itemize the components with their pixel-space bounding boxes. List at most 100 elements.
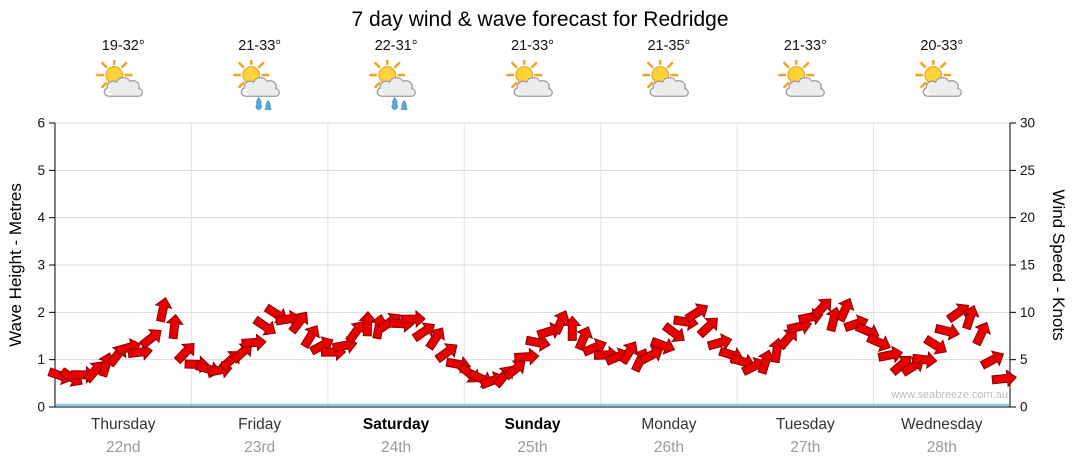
day-column: 21-33° xyxy=(463,38,603,112)
wind-arrow xyxy=(706,333,733,351)
svg-text:5: 5 xyxy=(37,163,45,178)
wind-arrow xyxy=(835,297,855,323)
wind-arrow xyxy=(70,365,97,384)
wind-arrow xyxy=(889,355,912,377)
wind-arrow xyxy=(252,315,276,336)
svg-text:5: 5 xyxy=(1020,352,1028,367)
wind-arrow xyxy=(563,315,582,341)
day-name: Sunday xyxy=(504,416,561,433)
wind-arrow xyxy=(370,313,389,340)
cloud xyxy=(786,77,826,97)
h-gridlines xyxy=(55,122,1010,361)
wind-arrow xyxy=(797,307,824,326)
wind-arrow xyxy=(866,333,891,352)
wind-arrow xyxy=(320,342,347,362)
day-date: 27th xyxy=(790,439,821,456)
day-date: 25th xyxy=(517,439,548,456)
sun-cloud-icon xyxy=(778,60,826,97)
temp-range: 22-31° xyxy=(374,38,418,54)
wind-arrow xyxy=(536,321,562,340)
wind-arrow xyxy=(945,303,970,324)
page-title: 7 day wind & wave forecast for Redridge xyxy=(351,8,729,31)
day-column: 21-35° xyxy=(599,38,739,112)
wind-arrow xyxy=(911,350,938,370)
wind-arrow xyxy=(514,347,540,366)
rain-drops xyxy=(391,97,408,110)
wind-arrow xyxy=(661,322,685,343)
svg-text:3: 3 xyxy=(37,258,45,273)
wind-arrow xyxy=(165,313,184,340)
wind-arrow xyxy=(263,303,288,324)
temp-range: 21-35° xyxy=(647,38,691,54)
wind-arrow xyxy=(288,311,309,335)
wind-arrow xyxy=(309,336,334,356)
wind-arrow xyxy=(331,336,358,354)
wind-arrow xyxy=(106,344,127,368)
y-axis-left-ticks: 0 1 2 3 4 5 6 xyxy=(37,116,55,415)
day-column: 22-31° xyxy=(326,38,466,112)
wind-arrow xyxy=(593,345,620,364)
wind-arrow xyxy=(173,342,195,365)
y-axis-right-ticks: 0 5 10 15 20 25 30 xyxy=(1010,116,1035,415)
wind-arrow xyxy=(991,369,1017,388)
wind-arrow xyxy=(98,352,116,378)
wind-arrow xyxy=(638,345,664,365)
wind-arrow xyxy=(900,357,925,377)
wind-arrow xyxy=(525,334,551,353)
svg-text:10: 10 xyxy=(1020,305,1035,320)
weather-icon xyxy=(735,60,875,112)
weather-icon xyxy=(599,60,739,112)
weather-icon xyxy=(53,60,193,112)
wind-arrow xyxy=(825,306,844,333)
day-name: Friday xyxy=(238,416,282,433)
cloud xyxy=(103,77,144,97)
wind-arrow xyxy=(457,362,480,383)
wind-arrow xyxy=(741,357,766,376)
sun xyxy=(232,60,270,94)
x-axis-day-label: Monday 26th xyxy=(594,416,744,457)
sun-cloud-rain-icon xyxy=(232,60,280,110)
wind-arrow xyxy=(581,338,607,357)
day-name: Saturday xyxy=(362,416,430,433)
wind-arrow xyxy=(358,310,377,337)
wind-arrow xyxy=(618,341,639,366)
wind-arrow xyxy=(786,317,813,335)
cloud xyxy=(649,77,689,97)
y-axis-right-label: Wind Speed - Knots xyxy=(1049,189,1068,341)
wind-arrow xyxy=(574,326,594,352)
day-name: Tuesday xyxy=(775,416,835,433)
wind-arrow xyxy=(684,303,709,323)
wind-arrow xyxy=(115,337,142,356)
wind-arrow-series xyxy=(47,297,1017,390)
svg-text:0: 0 xyxy=(37,400,45,415)
wind-arrow xyxy=(729,353,756,372)
day-column: 21-33° xyxy=(735,38,875,112)
wind-arrow xyxy=(492,365,513,389)
svg-text:15: 15 xyxy=(1020,258,1035,273)
wind-arrow xyxy=(718,346,744,365)
day-date: 28th xyxy=(926,439,957,456)
temp-range: 19-32° xyxy=(101,38,145,54)
weather-icon xyxy=(872,60,1012,112)
y-axis-left-label: Wave Height - Metres xyxy=(6,183,25,347)
svg-text:30: 30 xyxy=(1020,116,1035,131)
wind-arrow xyxy=(923,335,947,355)
day-date: 22nd xyxy=(105,439,141,456)
wind-arrow xyxy=(154,297,173,323)
watermark: www.seabreeze.com.au xyxy=(891,389,1008,401)
wind-arrow xyxy=(47,367,73,386)
wind-arrow xyxy=(275,309,301,328)
sun-cloud-icon xyxy=(914,60,962,97)
wind-arrow xyxy=(854,322,880,341)
day-column: 19-32° xyxy=(53,38,193,112)
wind-arrow xyxy=(218,351,241,372)
svg-text:6: 6 xyxy=(37,116,45,131)
x-axis-day-label: Wednesday 28th xyxy=(867,416,1017,457)
cloud xyxy=(513,77,553,97)
weather-icon xyxy=(463,60,603,112)
rain-drops xyxy=(255,97,271,110)
day-name: Monday xyxy=(641,416,697,433)
svg-text:2: 2 xyxy=(37,305,45,320)
wind-arrow xyxy=(479,371,505,390)
wind-arrow xyxy=(195,361,221,379)
